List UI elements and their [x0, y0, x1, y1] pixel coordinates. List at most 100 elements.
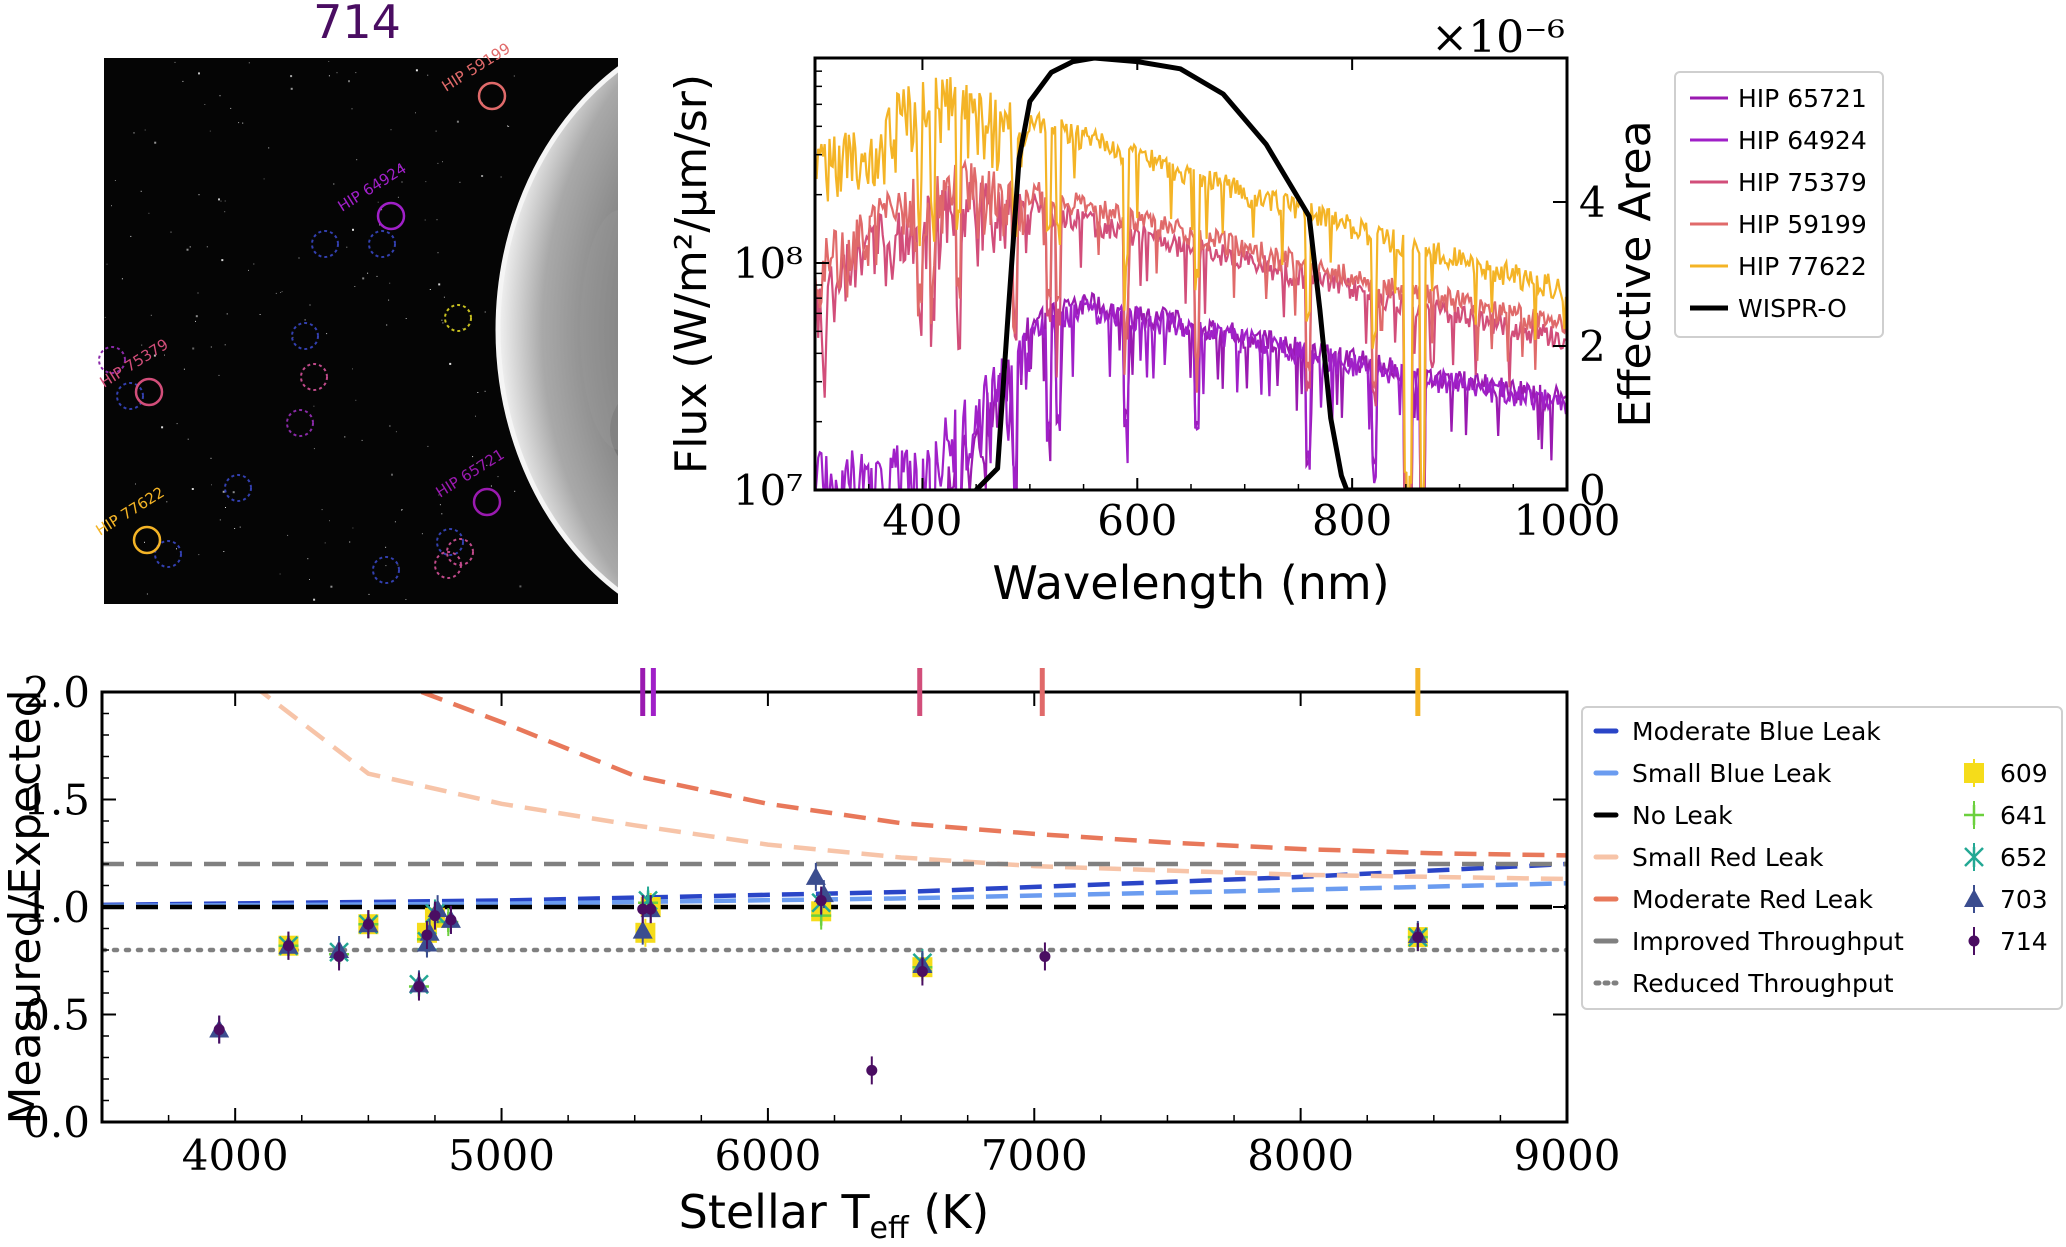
star-dot [435, 130, 437, 132]
model-line-moderate-blue-leak [102, 861, 1567, 908]
star-dot [425, 181, 427, 183]
star-dot [514, 490, 516, 492]
star-dot [307, 558, 309, 560]
star-dot [210, 457, 212, 459]
star-dot [309, 579, 310, 580]
spectrum-right-multiplier: ×10⁻⁶ [1431, 12, 1565, 63]
star-dot [508, 125, 510, 127]
point-714 [362, 918, 374, 930]
star-dot [437, 162, 439, 164]
image-panel: 714 HIP [93, 0, 618, 604]
star-dot [324, 542, 326, 544]
star-dot [197, 292, 199, 294]
star-dot [135, 483, 136, 485]
star-dot [321, 509, 323, 511]
star-dot [221, 259, 224, 262]
star-dot [192, 347, 195, 350]
star-dot [395, 431, 397, 433]
star-dot [507, 125, 508, 127]
x-tick-label: 1000 [1514, 496, 1621, 545]
spectrum-ylabel-right: Effective Area [1610, 120, 1661, 427]
star-dot [313, 405, 315, 407]
star-dot [362, 277, 365, 280]
model-line-moderate-red-leak [420, 692, 1567, 858]
star-dot [352, 527, 354, 529]
x-tick-label: 400 [882, 496, 962, 545]
star-dot [226, 313, 228, 315]
legend-marker [1968, 935, 1980, 947]
y-tick-label-left: 10⁸ [733, 239, 803, 288]
star-dot [304, 319, 306, 321]
star-dot [182, 80, 184, 82]
star-dot [389, 425, 391, 427]
legend-label: WISPR-O [1738, 294, 1847, 323]
star-dot [210, 346, 212, 348]
legend-marker [1964, 847, 1984, 867]
star-dot [292, 336, 294, 338]
star-dot [442, 322, 444, 324]
star-dot [328, 61, 330, 62]
legend-label: Small Blue Leak [1632, 759, 1832, 788]
star-dot [146, 593, 148, 595]
star-dot [106, 263, 108, 265]
y-tick-label-left: 10⁷ [733, 466, 803, 515]
star-dot [148, 212, 150, 214]
point-714 [421, 929, 433, 941]
model-line-small-blue-leak [102, 881, 1567, 909]
star-dot [379, 224, 381, 226]
star-dot [253, 263, 255, 265]
star-dot [349, 541, 351, 543]
star-dot [114, 180, 116, 181]
star-dot [195, 320, 196, 322]
star-dot [186, 248, 189, 251]
spectrum-ylabel-left: Flux (W/m²/μm/sr) [666, 74, 717, 474]
point-703 [805, 866, 826, 885]
star-dot [443, 296, 445, 298]
series-line-hip-75379 [815, 181, 1567, 490]
star-dot [441, 513, 443, 515]
star-dot [219, 519, 221, 521]
star-dot [356, 159, 358, 161]
star-dot [218, 198, 220, 201]
star-dot [376, 275, 378, 277]
star-dot [385, 565, 387, 567]
star-dot [377, 201, 379, 203]
star-dot [183, 368, 185, 370]
x-tick-label: 8000 [1247, 1131, 1354, 1180]
star-dot [355, 72, 357, 74]
star-dot [224, 200, 226, 202]
planet-limb [495, 66, 618, 594]
star-dot [438, 283, 441, 286]
star-dot [456, 120, 459, 123]
legend-marker [1964, 805, 1984, 825]
star-dot [154, 141, 157, 144]
star-dot [279, 573, 281, 575]
star-dot [176, 423, 178, 425]
star-dot [438, 494, 440, 496]
star-dot [490, 485, 492, 487]
star-dot [459, 181, 461, 183]
star-dot [472, 456, 474, 458]
point-714 [445, 914, 457, 926]
star-dot [268, 147, 270, 149]
star-dot [220, 200, 222, 202]
star-dot [290, 87, 293, 90]
star-dot [161, 426, 164, 429]
star-dot [367, 272, 369, 274]
star-dot [121, 278, 123, 280]
y-tick-label-right: 2 [1579, 322, 1606, 371]
teff-ylabel: Measured/Expected [0, 689, 51, 1124]
star-dot [133, 132, 135, 134]
point-714 [413, 981, 425, 993]
star-dot [421, 533, 423, 535]
legend-label: Improved Throughput [1632, 927, 1904, 956]
star-dot [415, 112, 416, 114]
star-dot [441, 319, 443, 321]
point-703 [632, 920, 653, 939]
star-dot [198, 554, 200, 556]
star-dot [401, 509, 403, 511]
point-714 [213, 1024, 225, 1036]
star-dot [462, 328, 464, 329]
star-dot [386, 324, 388, 326]
y-tick-label: 1.0 [23, 883, 90, 932]
